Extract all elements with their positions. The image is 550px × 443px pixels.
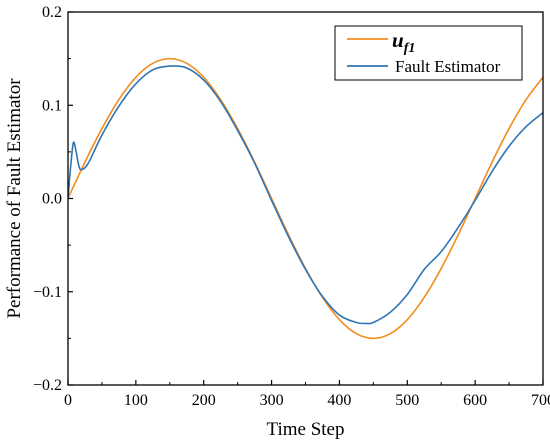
ticks-group: 0 100 200 300 400 500 600 700 −0.2 −0.1 0.0 0.1 0.2 [33,4,550,409]
x-tick-label-0: 0 [64,392,72,409]
x-axis-title: Time Step [267,419,345,440]
legend-box [334,25,523,81]
legend: uf1 Fault Estimator [334,25,523,81]
x-tick-label-700: 700 [531,392,550,409]
y-tick-label-0.1: 0.1 [42,97,62,114]
series-group [68,57,543,340]
x-tick-label-500: 500 [395,392,419,409]
x-tick-label-600: 600 [463,392,487,409]
y-axis-title: Performance of Fault Estimator [4,78,25,319]
x-tick-label-400: 400 [327,392,351,409]
x-tick-label-100: 100 [124,392,148,409]
x-tick-label-300: 300 [260,392,284,409]
legend-label-fault-estimator: Fault Estimator [395,57,501,76]
y-tick-label-0.2: 0.2 [42,4,62,21]
legend-label-u-sub: f1 [404,41,416,56]
y-tick-label--0.2: −0.2 [33,377,62,394]
legend-label-u_f1: uf1 [392,28,415,56]
series-line-fault-estimator [68,65,543,325]
x-tick-label-200: 200 [192,392,216,409]
series-line-u-f1 [68,57,543,340]
y-tick-label--0.1: −0.1 [33,284,62,301]
y-tick-label-0.0: 0.0 [42,191,62,208]
legend-label-u-main: u [392,28,404,52]
